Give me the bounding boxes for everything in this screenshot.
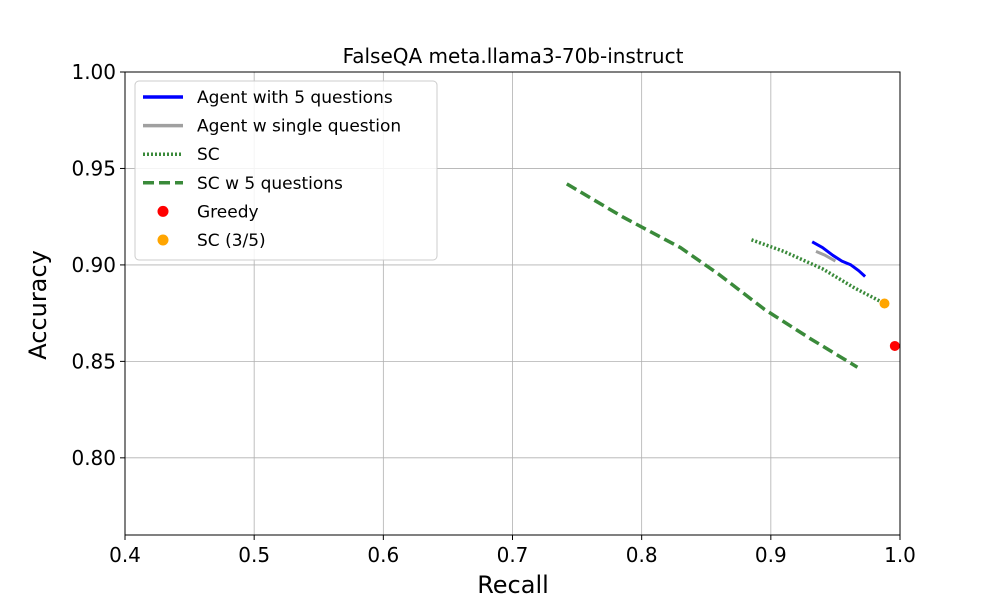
legend-label-agent-with-5-questions: Agent with 5 questions [197, 88, 393, 108]
x-axis-ticks: 0.4 0.5 0.6 0.7 0.8 0.9 1.0 [109, 535, 916, 567]
y-tick-label: 1.00 [71, 60, 116, 84]
y-tick-label: 0.95 [71, 156, 116, 180]
y-tick-label: 0.90 [71, 253, 116, 277]
x-tick-label: 0.8 [626, 543, 658, 567]
x-tick-label: 1.0 [884, 543, 916, 567]
series-line-sc-w-5-questions [565, 182, 859, 369]
y-tick-label: 0.80 [71, 446, 116, 470]
series-line-agent-w-single-question [815, 250, 837, 263]
legend-swatch-greedy [157, 205, 169, 217]
series-line-agent-with-5-questions [811, 240, 867, 278]
y-axis-label: Accuracy [24, 250, 52, 360]
point-greedy [889, 340, 900, 351]
legend-label-sc-w-5-questions: SC w 5 questions [197, 174, 343, 194]
legend-label-agent-w-single-question: Agent w single question [197, 117, 401, 137]
series-line-sc [750, 238, 886, 306]
x-tick-label: 0.9 [755, 543, 787, 567]
legend-swatch-sc-3-5 [157, 234, 169, 246]
legend-label-sc: SC [197, 145, 220, 165]
point-sc-3-5 [879, 298, 890, 309]
data-series [565, 182, 900, 369]
x-tick-label: 0.4 [109, 543, 141, 567]
legend-box [134, 80, 438, 261]
legend-label-sc-3-5: SC (3/5) [197, 231, 266, 251]
x-tick-label: 0.6 [367, 543, 399, 567]
y-tick-label: 0.85 [71, 349, 116, 373]
chart-title: FalseQA meta.llama3-70b-instruct [343, 44, 684, 68]
y-axis-ticks: 0.80 0.85 0.90 0.95 1.00 [71, 60, 125, 470]
x-tick-label: 0.7 [497, 543, 529, 567]
legend: Agent with 5 questions Agent w single que… [134, 80, 438, 261]
x-axis-label: Recall [477, 571, 549, 599]
x-tick-label: 0.5 [238, 543, 270, 567]
legend-label-greedy: Greedy [197, 202, 259, 222]
